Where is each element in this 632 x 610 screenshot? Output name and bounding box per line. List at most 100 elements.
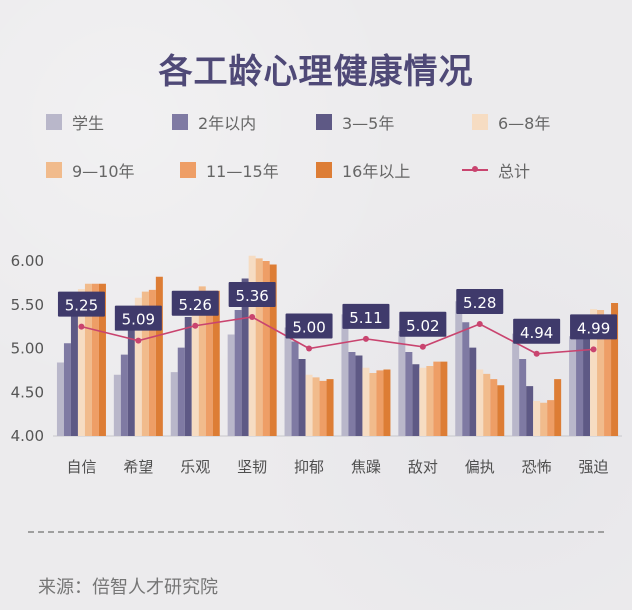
- y-tick-label: 6.00: [11, 252, 44, 270]
- bar-5-1: [348, 352, 356, 436]
- bar-4-3: [305, 374, 313, 436]
- chart-canvas: 4.00 4.50 5.00 5.50 6.00 自信 希望 乐观 坚韧 抑郁 焦躁 敌对 偏执 恐怖 强迫…: [11, 252, 622, 476]
- bar-7-4: [483, 373, 491, 436]
- legend-item-under-2-years: 2年以内: [172, 111, 256, 133]
- legend-item-3-5-years: 3—5年: [316, 111, 394, 133]
- bar-5-5: [376, 370, 384, 436]
- total-point: [590, 346, 597, 353]
- total-value-box: [570, 314, 618, 340]
- bar-0-6: [98, 283, 106, 436]
- bar-2-4: [198, 286, 206, 436]
- legend-swatch-9-10-years: [46, 162, 62, 178]
- bar-0-0: [56, 362, 64, 436]
- bar-6-2: [412, 364, 420, 436]
- bar-8-0: [512, 333, 520, 436]
- total-value-box: [513, 318, 561, 344]
- legend-label-11-15-years: 11—15年: [206, 162, 279, 181]
- bar-3-2: [241, 278, 249, 436]
- bar-5-6: [383, 369, 391, 436]
- bar-7-5: [490, 379, 498, 436]
- x-tick-label: 希望: [123, 458, 153, 476]
- total-value-label: 5.36: [235, 287, 268, 305]
- bar-2-6: [212, 290, 220, 436]
- bar-2-5: [205, 290, 213, 436]
- bar-1-0: [113, 374, 121, 436]
- legend-label-under-2-years: 2年以内: [198, 114, 257, 133]
- bar-8-6: [554, 379, 562, 436]
- legend-swatch-student: [46, 114, 62, 130]
- bar-2-3: [191, 292, 199, 436]
- legend-item-student: 学生: [46, 111, 104, 133]
- bar-4-2: [298, 359, 306, 436]
- legend-item-11-15-years: 11—15年: [180, 159, 279, 181]
- x-tick-label: 恐怖: [522, 458, 552, 476]
- bar-3-5: [262, 261, 270, 436]
- bar-7-0: [455, 301, 463, 436]
- bar-9-1: [576, 318, 584, 436]
- bar-1-6: [155, 276, 163, 436]
- total-point: [249, 314, 256, 320]
- total-point: [476, 321, 483, 327]
- x-tick-label: 坚韧: [237, 458, 267, 476]
- legend-label-6-8-years: 6—8年: [498, 114, 551, 133]
- bar-9-0: [569, 336, 577, 436]
- bar-3-3: [248, 255, 256, 436]
- bar-8-2: [526, 386, 534, 436]
- y-tick-label: 4.00: [11, 427, 44, 445]
- bar-1-5: [148, 289, 156, 436]
- total-value-label: 4.99: [577, 319, 610, 337]
- bar-7-3: [476, 369, 484, 436]
- x-tick-label: 焦躁: [351, 458, 381, 476]
- y-tick-label: 5.50: [11, 296, 44, 314]
- total-value-box: [114, 305, 162, 331]
- bar-5-3: [362, 367, 370, 436]
- bar-1-3: [134, 297, 142, 436]
- bar-9-3: [590, 309, 598, 436]
- total-value-label: 5.26: [179, 296, 212, 314]
- chart-legend: 学生 2年以内 3—5年 6—8年 9—10年 11—15年 16年以上 总: [46, 111, 606, 191]
- x-tick-label: 乐观: [180, 458, 210, 476]
- total-point: [135, 337, 142, 344]
- total-value-box: [171, 290, 219, 316]
- bar-0-2: [70, 311, 78, 436]
- total-point: [533, 350, 540, 357]
- legend-line-swatch-total: [462, 162, 488, 178]
- total-point: [192, 322, 199, 329]
- bar-8-5: [547, 400, 555, 436]
- y-tick-label: 4.50: [11, 383, 44, 401]
- total-value-label: 5.11: [349, 309, 382, 327]
- bar-0-4: [84, 283, 92, 436]
- bar-9-5: [604, 316, 612, 436]
- bar-6-6: [440, 361, 448, 436]
- bar-3-6: [269, 264, 277, 436]
- bar-7-2: [469, 347, 477, 436]
- total-value-box: [342, 303, 390, 329]
- total-value-label: 5.00: [292, 319, 325, 337]
- bar-1-4: [141, 291, 149, 436]
- legend-swatch-over-16-years: [316, 162, 332, 178]
- bar-6-4: [426, 366, 434, 436]
- legend-label-student: 学生: [72, 114, 105, 133]
- x-tick-label: 自信: [66, 458, 96, 476]
- legend-label-total: 总计: [498, 162, 531, 181]
- bar-9-4: [597, 310, 605, 436]
- bar-8-3: [533, 401, 541, 436]
- bar-2-0: [170, 372, 178, 436]
- total-value-label: 5.09: [122, 311, 155, 329]
- bar-0-3: [77, 289, 85, 436]
- bar-9-2: [583, 315, 591, 436]
- bar-5-0: [341, 314, 349, 436]
- dashed-divider: [28, 531, 604, 533]
- legend-label-9-10-years: 9—10年: [72, 162, 135, 181]
- total-value-label: 4.94: [520, 324, 553, 342]
- bar-8-4: [540, 402, 548, 436]
- bar-6-5: [433, 361, 441, 436]
- legend-label-over-16-years: 16年以上: [342, 162, 411, 181]
- bar-3-4: [255, 258, 263, 436]
- legend-item-9-10-years: 9—10年: [46, 159, 135, 181]
- bar-0-1: [63, 343, 71, 436]
- total-point: [78, 323, 85, 330]
- bar-6-3: [419, 367, 427, 436]
- total-value-box: [285, 313, 333, 339]
- bar-4-0: [284, 327, 292, 436]
